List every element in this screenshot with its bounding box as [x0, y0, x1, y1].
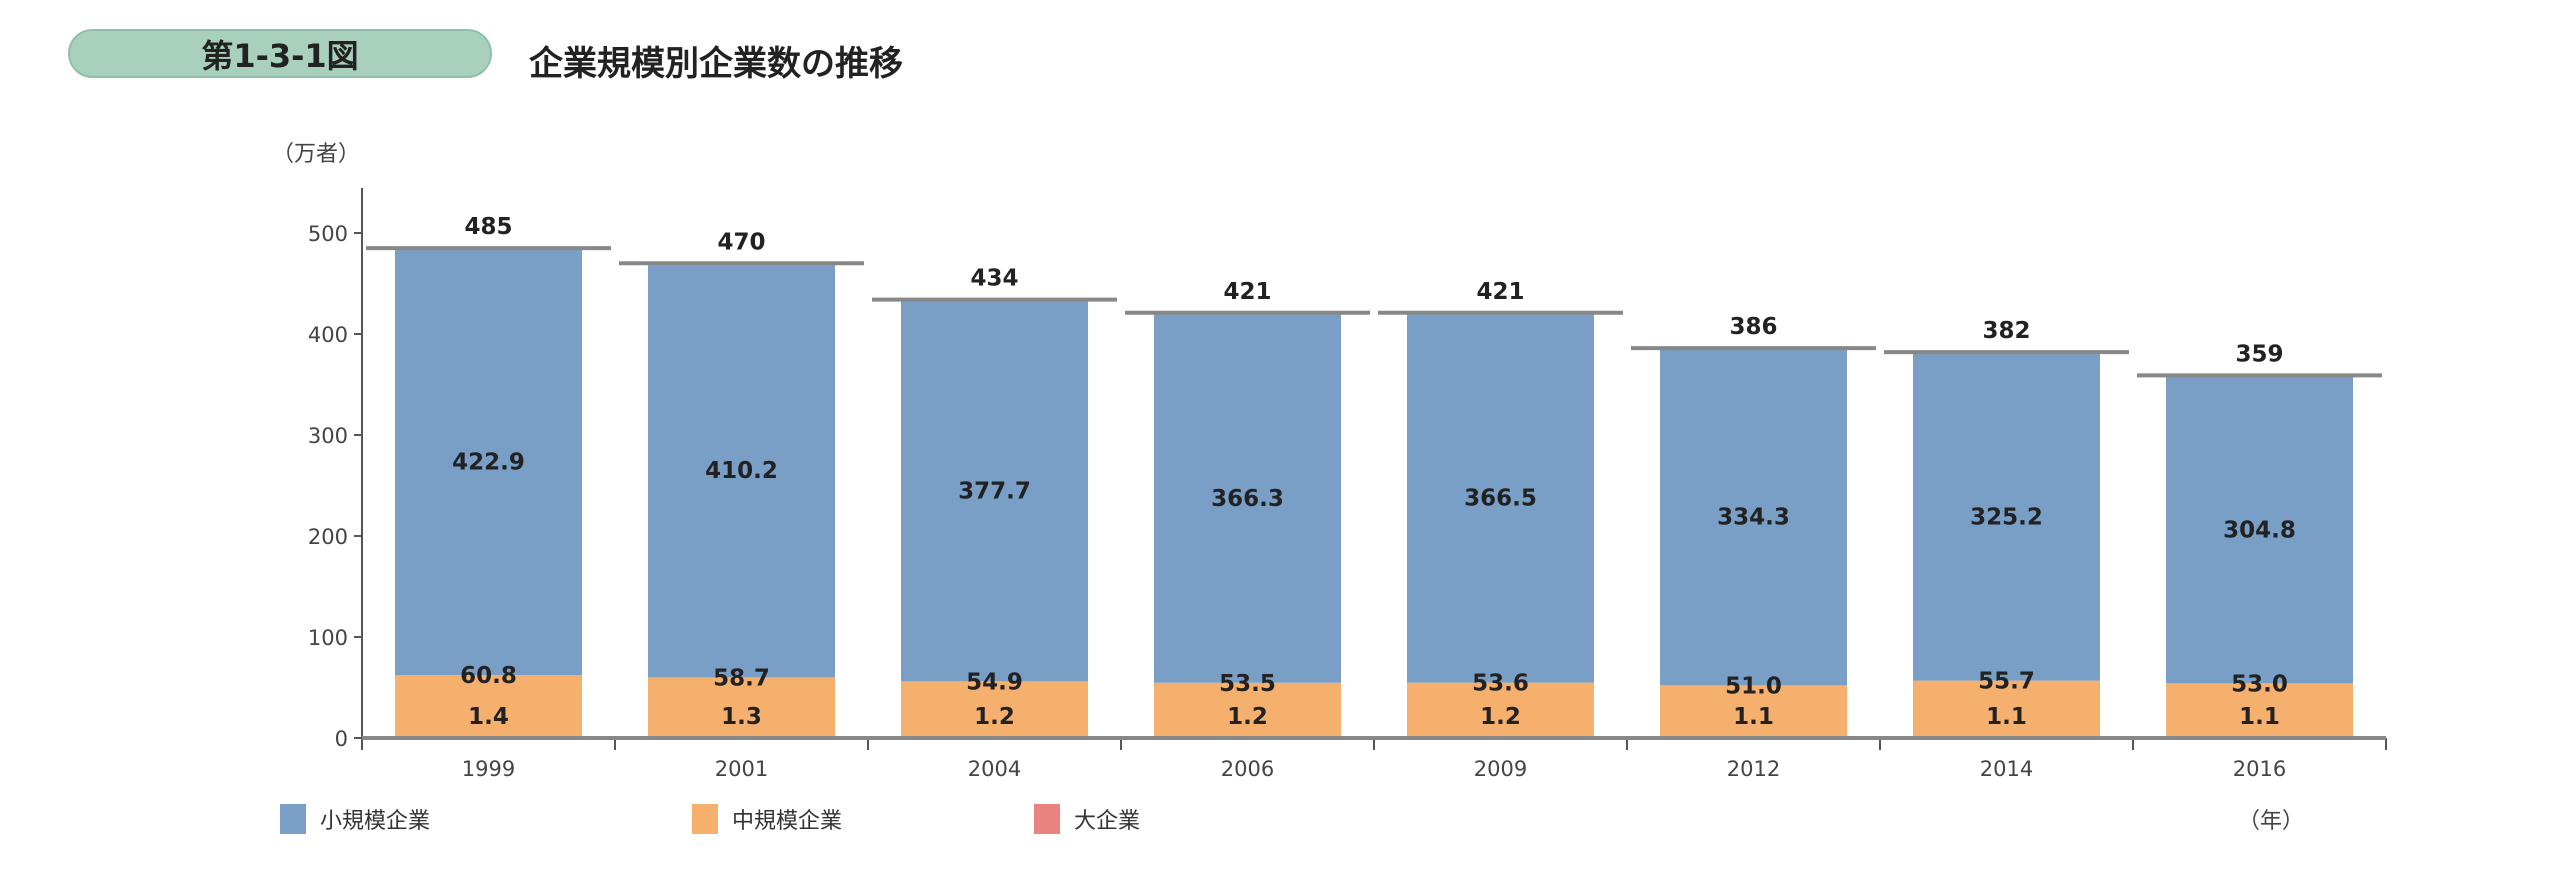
data-label-medium: 53.6 — [1472, 671, 1529, 697]
total-label: 434 — [970, 266, 1018, 292]
data-label-large: 1.1 — [2239, 704, 2280, 730]
total-label: 421 — [1223, 279, 1271, 305]
y-tick-label: 200 — [308, 525, 348, 549]
legend-label: 中規模企業 — [732, 809, 843, 834]
y-tick-label: 300 — [308, 424, 348, 448]
data-label-large: 1.2 — [1227, 704, 1268, 730]
x-tick-label: 2001 — [715, 757, 768, 781]
data-label-medium: 53.0 — [2231, 671, 2288, 697]
figure-number-badge: 第1-3-1図 — [68, 29, 492, 78]
total-label: 470 — [717, 229, 765, 255]
x-tick-label: 2012 — [1727, 757, 1780, 781]
x-tick-label: 1999 — [462, 757, 515, 781]
x-tick-label: 2009 — [1474, 757, 1527, 781]
x-tick-label: 2016 — [2233, 757, 2286, 781]
data-label-small: 377.7 — [958, 479, 1031, 505]
x-tick-label: 2014 — [1980, 757, 2033, 781]
bar-medium — [648, 677, 835, 737]
data-label-large: 1.2 — [1480, 704, 1521, 730]
y-tick-label: 400 — [308, 323, 348, 347]
y-tick-label: 0 — [335, 727, 348, 751]
total-label: 359 — [2235, 341, 2283, 367]
data-label-large: 1.1 — [1733, 704, 1774, 730]
bar-small — [901, 299, 1088, 682]
data-label-small: 410.2 — [705, 458, 778, 484]
legend-item: 大企業 — [1034, 803, 1140, 835]
legend-swatch — [1034, 804, 1060, 834]
data-label-large: 1.1 — [1986, 704, 2027, 730]
data-label-small: 422.9 — [452, 450, 525, 476]
y-axis-unit: （万者） — [272, 142, 361, 167]
legend-label: 大企業 — [1074, 809, 1141, 834]
x-tick-label: 2004 — [968, 757, 1021, 781]
data-label-small: 334.3 — [1717, 505, 1790, 531]
total-label: 485 — [464, 214, 512, 240]
bar-medium — [395, 675, 582, 737]
data-label-medium: 53.5 — [1219, 671, 1276, 697]
data-label-small: 366.5 — [1464, 486, 1537, 512]
legend-label: 小規模企業 — [320, 809, 431, 834]
y-tick-label: 500 — [308, 222, 348, 246]
legend-swatch — [280, 804, 306, 834]
bar-small — [395, 248, 582, 676]
bar-small — [2166, 375, 2353, 684]
legend-item: 小規模企業 — [280, 803, 430, 835]
data-label-medium: 60.8 — [460, 663, 517, 689]
x-tick-label: 2006 — [1221, 757, 1274, 781]
total-label: 386 — [1729, 314, 1777, 340]
data-label-medium: 58.7 — [713, 665, 770, 691]
x-axis-unit: （年） — [2238, 809, 2305, 834]
bar-small — [648, 263, 835, 678]
total-label: 382 — [1982, 318, 2030, 344]
data-label-large: 1.2 — [974, 704, 1015, 730]
bar-small — [1154, 312, 1341, 683]
bar-small — [1913, 352, 2100, 681]
y-tick-label: 100 — [308, 626, 348, 650]
data-label-large: 1.4 — [468, 704, 509, 730]
bar-small — [1660, 347, 1847, 686]
data-label-small: 304.8 — [2223, 517, 2296, 543]
data-label-large: 1.3 — [721, 704, 762, 730]
bar-small — [1407, 312, 1594, 683]
data-label-medium: 55.7 — [1978, 669, 2035, 695]
data-label-medium: 54.9 — [966, 669, 1023, 695]
bar-medium — [1660, 685, 1847, 737]
data-label-small: 325.2 — [1970, 504, 2043, 530]
bar-medium — [1154, 682, 1341, 737]
bar-medium — [2166, 683, 2353, 737]
total-label: 421 — [1476, 279, 1524, 305]
legend-item: 中規模企業 — [692, 803, 842, 835]
bar-medium — [1407, 682, 1594, 737]
legend-swatch — [692, 804, 718, 834]
bar-medium — [901, 681, 1088, 737]
bar-medium — [1913, 680, 2100, 737]
chart-title: 企業規模別企業数の推移 — [529, 44, 903, 84]
data-label-small: 366.3 — [1211, 486, 1284, 512]
data-label-medium: 51.0 — [1725, 673, 1782, 699]
